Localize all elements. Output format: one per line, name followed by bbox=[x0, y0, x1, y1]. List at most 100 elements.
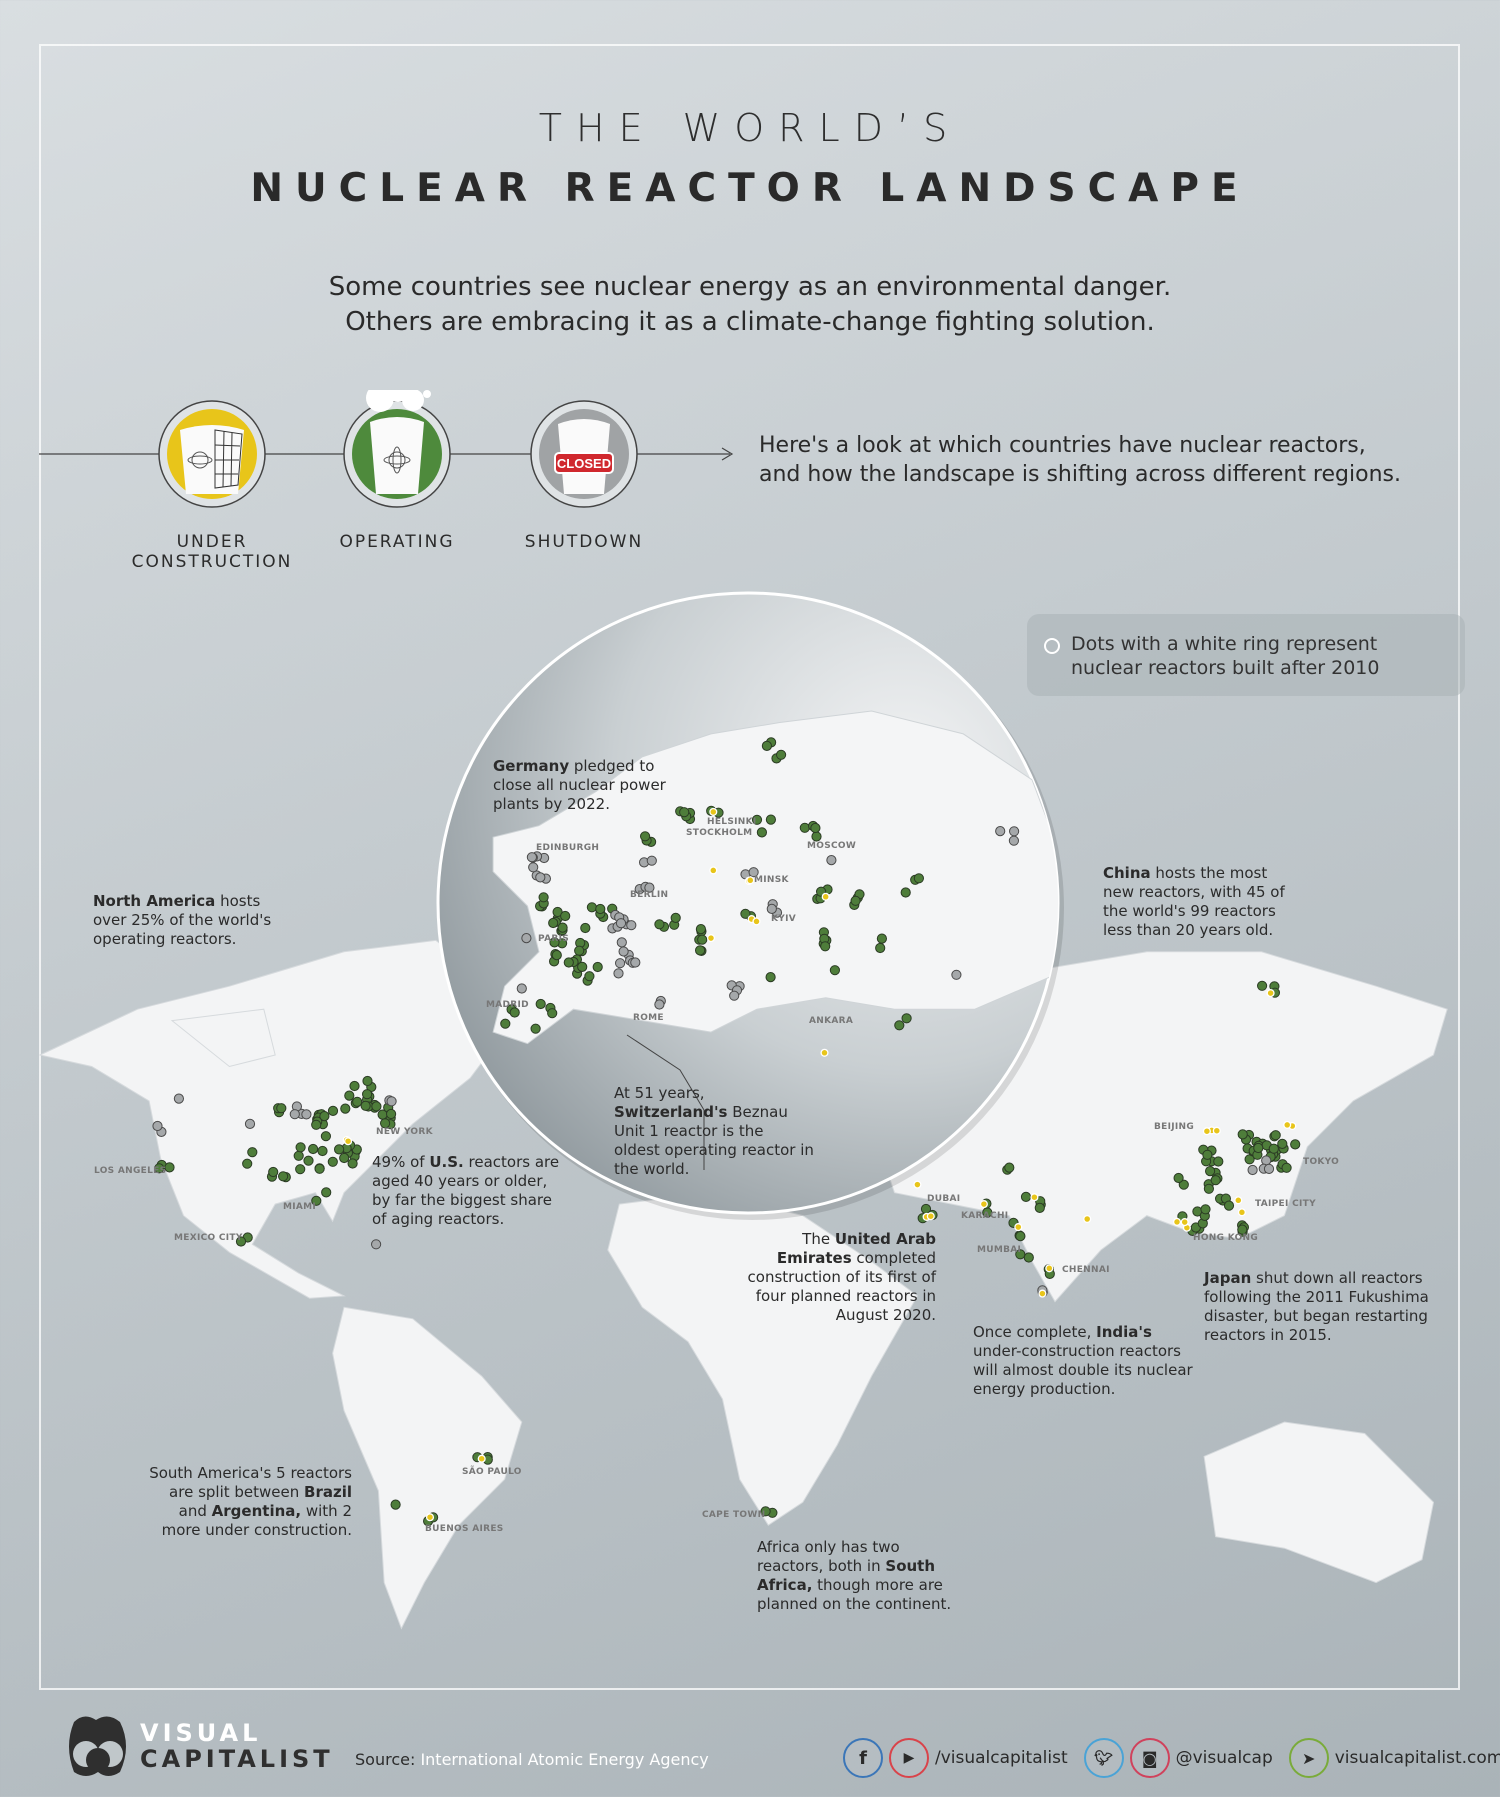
twitter-icon[interactable]: 🐦︎ bbox=[1083, 1738, 1124, 1778]
subtitle-line1: Some countries see nuclear energy as an … bbox=[328, 272, 1172, 302]
reactor-dot-operating bbox=[695, 945, 706, 956]
city-label-new-york: NEW YORK bbox=[376, 1127, 433, 1137]
reactor-dot-under-construction bbox=[746, 876, 755, 885]
reactor-dot-shutdown bbox=[528, 862, 539, 873]
city-label-mexico-city: MEXICO CITY bbox=[174, 1233, 243, 1243]
city-label-kyiv: KYIV bbox=[771, 914, 797, 924]
reactor-dot-operating bbox=[756, 827, 768, 838]
reactor-dot-operating bbox=[340, 1103, 351, 1114]
reactor-dot-operating bbox=[1281, 1162, 1292, 1173]
reactor-dot-operating bbox=[563, 957, 574, 968]
city-label-beijing: BEIJING bbox=[1154, 1122, 1195, 1132]
reactor-dot-operating bbox=[670, 912, 681, 924]
reactor-dot-operating bbox=[547, 1008, 558, 1019]
note-south-america: South America's 5 reactors are split bet… bbox=[149, 1464, 352, 1539]
website-link[interactable]: visualcapitalist.com bbox=[1334, 1748, 1500, 1768]
reactor-dot-operating bbox=[595, 903, 606, 915]
reactor-dot-operating bbox=[278, 1171, 289, 1182]
city-label-edinburgh: EDINBURGH bbox=[536, 843, 600, 853]
reactor-dot-operating bbox=[557, 922, 568, 933]
reactor-dot-operating bbox=[760, 1506, 771, 1517]
city-label-rome: ROME bbox=[633, 1013, 664, 1023]
reactor-dot-operating bbox=[560, 910, 571, 922]
city-label-minsk: MINSK bbox=[754, 875, 789, 885]
reactor-dot-shutdown bbox=[748, 867, 759, 878]
reactor-dot-shutdown bbox=[535, 872, 546, 883]
visual-capitalist-logo bbox=[69, 1716, 126, 1776]
instagram-icon[interactable]: ◙ bbox=[1129, 1738, 1170, 1778]
reactor-dot-operating bbox=[317, 1145, 328, 1157]
reactor-dot-operating bbox=[242, 1158, 253, 1169]
svg-text:CLOSED: CLOSED bbox=[557, 456, 611, 471]
reactor-dot-shutdown bbox=[615, 918, 627, 929]
reactor-dot-operating bbox=[362, 1089, 373, 1100]
reactor-dot-operating bbox=[1020, 1191, 1032, 1203]
reactor-dot-operating bbox=[1205, 1166, 1216, 1177]
reactor-dot-operating bbox=[551, 950, 562, 961]
reactor-dot-shutdown bbox=[526, 852, 538, 863]
reactor-dot-under-construction bbox=[709, 807, 718, 816]
reactor-dot-operating bbox=[1237, 1224, 1248, 1235]
reactor-dot-operating bbox=[829, 965, 841, 976]
city-label-moscow: MOSCOW bbox=[807, 841, 857, 851]
reactor-dot-operating bbox=[1253, 1142, 1264, 1154]
reactor-scaffold-icon bbox=[158, 400, 266, 508]
reactor-dot-under-construction bbox=[979, 1200, 988, 1209]
reactor-dot-under-construction bbox=[821, 892, 830, 901]
reactor-dot-operating bbox=[1290, 1139, 1301, 1150]
source-link[interactable]: International Atomic Energy Agency bbox=[420, 1750, 709, 1769]
reactor-dot-operating bbox=[1277, 1138, 1288, 1150]
facebook-icon[interactable]: f bbox=[843, 1738, 883, 1778]
reactor-dot-operating bbox=[548, 917, 559, 929]
reactor-dot-under-construction bbox=[1014, 1223, 1023, 1232]
reactor-dot-shutdown bbox=[371, 1239, 382, 1250]
reactor-dot-operating bbox=[894, 1020, 905, 1031]
city-label-tokyo: TOKYO bbox=[1303, 1157, 1340, 1167]
source: Source: International Atomic Energy Agen… bbox=[355, 1750, 709, 1769]
reactor-dot-shutdown bbox=[152, 1120, 163, 1132]
reactor-closed-icon: CLOSED bbox=[530, 400, 638, 508]
reactor-dot-under-construction bbox=[1172, 1217, 1182, 1226]
reactor-dot-operating bbox=[509, 1007, 520, 1018]
city-label-dubai: DUBAI bbox=[927, 1194, 961, 1204]
reactor-dot-operating bbox=[776, 749, 787, 760]
reactor-dot-shutdown bbox=[729, 990, 740, 1001]
reactor-dot-operating bbox=[386, 1108, 397, 1120]
note-germany: Germany pledged to close all nuclear pow… bbox=[493, 757, 666, 813]
status-legend-line: CLOSED bbox=[39, 390, 734, 508]
white-ring-legend: Dots with a white ring represent nuclear … bbox=[1027, 614, 1465, 696]
reactor-dot-operating bbox=[820, 941, 831, 952]
reactor-dot-operating bbox=[810, 822, 821, 834]
alaska bbox=[170, 1008, 276, 1068]
reactor-dot-operating bbox=[319, 1111, 330, 1122]
social-handle-2[interactable]: @visualcap bbox=[1175, 1748, 1273, 1768]
reactor-dot-operating bbox=[584, 971, 595, 982]
reactor-dot-operating bbox=[765, 814, 777, 825]
reactor-dot-operating bbox=[303, 1155, 314, 1166]
reactor-dot-under-construction bbox=[1180, 1218, 1189, 1227]
reactor-dot-shutdown bbox=[289, 1109, 300, 1120]
reactor-dot-under-construction bbox=[1083, 1214, 1092, 1224]
reactor-dot-under-construction bbox=[1202, 1127, 1211, 1136]
label-shutdown: SHUTDOWN bbox=[524, 532, 644, 552]
reactor-dot-operating bbox=[334, 1144, 345, 1155]
social-handle-1[interactable]: /visualcapitalist bbox=[935, 1748, 1068, 1768]
reactor-dot-shutdown bbox=[630, 957, 641, 968]
reactor-dot-under-construction bbox=[820, 1048, 829, 1057]
reactor-dot-operating bbox=[574, 945, 585, 956]
youtube-icon[interactable]: ▶ bbox=[889, 1738, 929, 1778]
note-india: Once complete, India's under-constructio… bbox=[973, 1323, 1193, 1398]
reactor-dot-operating bbox=[295, 1142, 306, 1153]
reactor-dot-operating bbox=[293, 1150, 304, 1161]
city-label-mumbai: MUMBAI bbox=[977, 1245, 1022, 1255]
reactor-dot-operating bbox=[697, 934, 708, 945]
reactor-dot-operating bbox=[1202, 1149, 1213, 1160]
reactor-dot-operating bbox=[154, 1163, 165, 1174]
reactor-dot-shutdown bbox=[244, 1118, 256, 1130]
cursor-icon[interactable]: ➤ bbox=[1288, 1738, 1329, 1778]
reactor-dot-operating bbox=[811, 831, 822, 842]
reactor-dot-shutdown bbox=[1008, 835, 1020, 846]
reactor-dot-under-construction bbox=[425, 1513, 435, 1522]
reactor-dot-operating bbox=[535, 998, 546, 1010]
